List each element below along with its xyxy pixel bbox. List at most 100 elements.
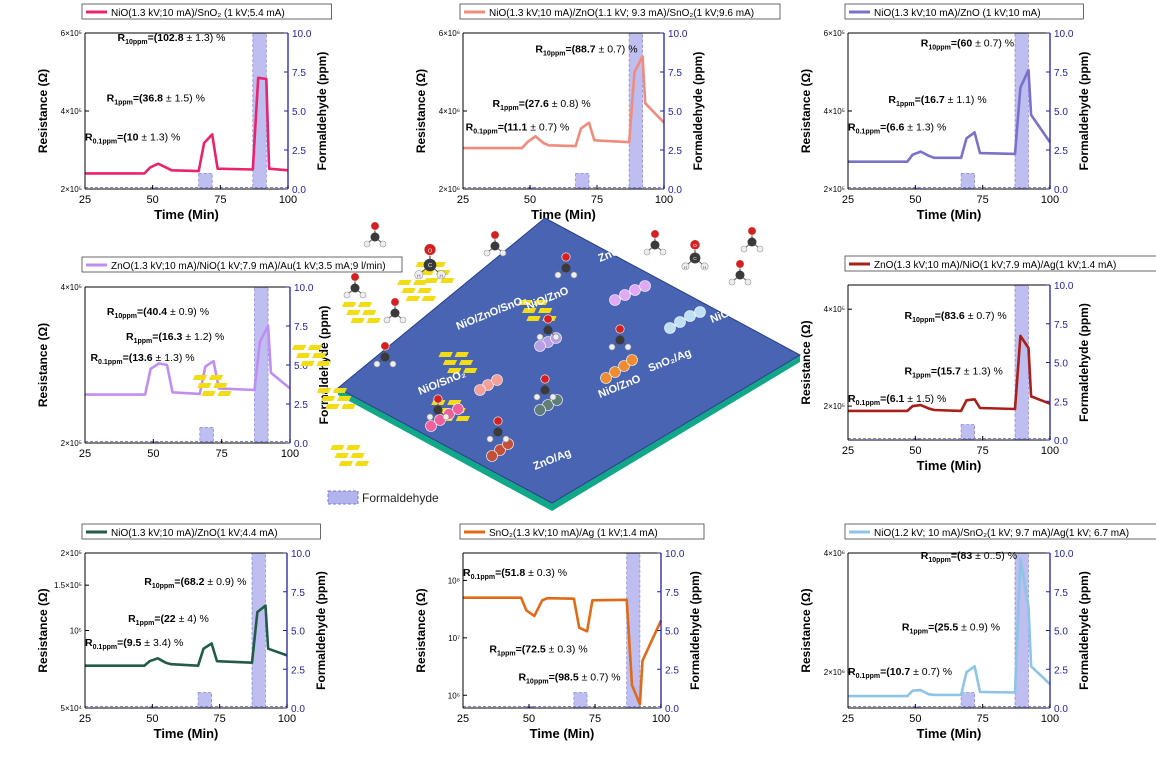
- carbon-atom: [615, 335, 625, 345]
- resistance-line: [848, 334, 1051, 413]
- response-annotation: R10ppm=(60 ± 0.7) %: [921, 38, 1014, 52]
- x-tick-label: 50: [909, 194, 921, 206]
- response-annotation: R10ppm=(88.7 ± 0.7) %: [535, 44, 637, 58]
- response-annotation: R0.1ppm=(10.7 ± 0.7) %: [848, 666, 952, 680]
- x-tick-label: 50: [524, 194, 536, 206]
- carbon-atom: [390, 308, 400, 318]
- nanoparticle: [534, 340, 546, 352]
- y-axis-label: Resistance (Ω): [414, 69, 428, 153]
- series-legend: NiO(1.3 kV;10 mA)/ZnO(1 kV;4.4 mA): [81, 523, 321, 540]
- chart-panel: 25 50 75 100 5×10⁴ 10⁵ 1.5×10⁵ 2×10⁵ 0.0 2.5 5.0 7.…: [36, 523, 328, 741]
- formaldehyde-pulse: [149, 187, 159, 190]
- nanoparticle: [474, 384, 486, 396]
- formaldehyde-pulse: [526, 187, 536, 190]
- x-tick-label: 50: [523, 713, 535, 725]
- y2-axis-label: Formaldehyde (ppm): [1077, 571, 1091, 690]
- electrode-pad: [217, 391, 232, 396]
- x-tick-label: 100: [278, 713, 296, 725]
- y2-tick-label: 5.0: [668, 107, 682, 118]
- series-legend: NiO(1.3 kV;10 mA)/SnO₂ (1 kV;5.4 mA): [81, 3, 333, 20]
- carbon-symbol: C: [693, 256, 697, 262]
- carbon-atom: [650, 240, 660, 250]
- oxygen-atom: [493, 416, 503, 426]
- formaldehyde-pulse: [199, 426, 214, 444]
- electrode-pad: [325, 404, 340, 409]
- x-tick-label: 25: [842, 194, 854, 206]
- y-tick-label: 4×10⁵: [824, 305, 845, 314]
- legend-label: NiO(1.3 kV;10 mA)/ZnO(1.1 kV; 9.3 mA)/Sn…: [489, 8, 754, 19]
- oxygen-atom: [370, 221, 380, 231]
- hydrogen-symbol: H: [684, 265, 687, 270]
- response-annotation: R1ppm=(36.8 ± 1.5) %: [107, 92, 205, 106]
- response-annotation: R0.1ppm=(6.6 ± 1.3) %: [848, 122, 946, 136]
- hydrogen-atom: [373, 360, 381, 368]
- legend-label: NiO(1.3 kV;10 mA)/ZnO (1 kV;10 mA): [874, 8, 1041, 19]
- nanoparticle: [491, 374, 503, 386]
- y2-tick-label: 10.0: [294, 283, 314, 294]
- chart-panel: 25 50 75 100 2×10⁵ 4×10⁵ 0.0 2.5 5.0 7.5 10.0 Time …: [799, 255, 1156, 473]
- y2-tick-label: 2.5: [665, 665, 679, 676]
- legend-label: ZnO(1.3 kV;10 mA)/NiO(1 kV;7.9 mA)/Au(1 …: [111, 261, 386, 272]
- hydrogen-atom: [608, 343, 616, 351]
- formaldehyde-pulse: [912, 706, 922, 709]
- electrode-pad: [463, 368, 478, 373]
- formaldehyde-molecule: [426, 394, 450, 421]
- x-tick-label: 75: [216, 448, 228, 460]
- y2-axis-label: Formaldehyde (ppm): [314, 571, 328, 690]
- electrode-pad: [208, 375, 224, 380]
- nanoparticle: [694, 306, 706, 318]
- y2-tick-label: 10.0: [668, 29, 688, 40]
- chart-panel: 25 50 75 100 2×10⁵ 4×10⁵ 6×10⁵ 0.0 2.5 5.0 7.5 10.0…: [36, 3, 333, 222]
- y2-tick-label: 5.0: [291, 627, 305, 638]
- y2-tick-label: 2.5: [294, 400, 308, 411]
- legend-box: [844, 523, 1156, 540]
- electrode-pad: [337, 396, 352, 401]
- x-axis-label: Time (Min): [154, 726, 219, 741]
- y-axis-label: Resistance (Ω): [36, 588, 50, 672]
- electrode-pad: [421, 296, 436, 301]
- hydrogen-atom: [379, 240, 387, 248]
- formaldehyde-pulse: [251, 552, 266, 709]
- oxygen-atom: [615, 324, 625, 334]
- y-tick-label: 2×10⁵: [61, 439, 82, 448]
- electrode-pad: [213, 383, 228, 388]
- nanoparticle: [609, 366, 621, 378]
- electrode-pad: [346, 310, 361, 315]
- y2-tick-label: 5.0: [1054, 359, 1068, 370]
- formaldehyde-molecule: [483, 230, 507, 257]
- y2-tick-label: 7.5: [291, 588, 305, 599]
- response-annotation: R0.1ppm=(13.6 ± 1.3) %: [90, 352, 194, 366]
- y-axis-label: Resistance (Ω): [414, 588, 428, 672]
- formaldehyde-molecule: [643, 229, 667, 256]
- electrode-pad: [447, 368, 462, 373]
- carbon-atom: [689, 252, 701, 264]
- nanoparticle: [618, 360, 630, 372]
- electrode-pad: [296, 353, 311, 358]
- carbon-atom: [540, 385, 550, 395]
- response-annotation: R10ppm=(68.2 ± 0.9) %: [144, 576, 246, 590]
- formaldehyde-pulse: [960, 172, 975, 190]
- electrode-pad: [201, 391, 216, 396]
- x-axis-label: Time (Min): [917, 207, 982, 222]
- carbon-atom: [543, 325, 553, 335]
- y2-tick-label: 10.0: [291, 549, 311, 560]
- hydrogen-atom: [486, 435, 494, 443]
- resistance-line: [848, 557, 1051, 698]
- legend-box: [844, 3, 1084, 20]
- y2-axis-label: Formaldehyde (ppm): [1077, 303, 1091, 422]
- x-tick-label: 25: [457, 194, 469, 206]
- oxygen-atom: [423, 243, 437, 256]
- y2-tick-label: 5.0: [292, 107, 306, 118]
- formaldehyde-molecule: C O H H: [414, 243, 446, 280]
- y2-axis-label: Formaldehyde (ppm): [691, 52, 705, 171]
- formaldehyde-molecule: [740, 226, 764, 253]
- x-tick-label: 100: [1041, 713, 1059, 725]
- formaldehyde-pulse: [198, 172, 213, 190]
- carbon-atom: [433, 405, 443, 415]
- nanoparticle: [600, 372, 612, 384]
- y-tick-label: 2×10⁵: [824, 185, 845, 194]
- formaldehyde-pulse: [1014, 32, 1029, 190]
- response-annotation: R10ppm=(40.4 ± 0.9) %: [107, 306, 209, 320]
- oxygen-atom: [543, 314, 553, 324]
- nanoparticle: [486, 450, 498, 462]
